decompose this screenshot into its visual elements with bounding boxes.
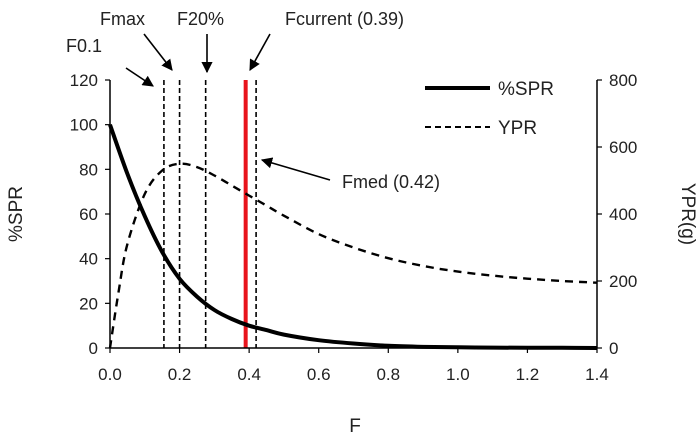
series-line-ypr xyxy=(108,162,598,349)
x-tick-label: 0.0 xyxy=(98,365,122,384)
series-line-spr xyxy=(108,124,598,350)
x-axis-title: F xyxy=(349,416,361,437)
legend-label-spr: %SPR xyxy=(498,79,554,100)
y-right-tick-label: 800 xyxy=(609,71,637,90)
x-tick-label: 1.0 xyxy=(446,365,470,384)
y-axis-left-title: %SPR xyxy=(6,186,27,242)
reference-lines xyxy=(163,80,257,348)
y-right-tick-label: 400 xyxy=(609,205,637,224)
annotation-label-fcurrent: Fcurrent (0.39) xyxy=(285,9,404,29)
y-left-tick-label: 20 xyxy=(79,294,98,313)
x-tick-label: 0.2 xyxy=(168,365,192,384)
annotation-arrow-fmed xyxy=(260,157,331,181)
series-layer xyxy=(108,124,598,350)
x-tick-label: 0.6 xyxy=(307,365,331,384)
y-left-tick-label: 0 xyxy=(89,339,98,358)
y-axis-right-title: YPR(g) xyxy=(677,183,696,245)
y-left-tick-label: 80 xyxy=(79,160,98,179)
y-left-tick-label: 120 xyxy=(70,71,98,90)
x-tick-label: 0.8 xyxy=(376,365,400,384)
y-left-tick-label: 100 xyxy=(70,116,98,135)
y-right-tick-label: 600 xyxy=(609,138,637,157)
annotation-label-f01: F0.1 xyxy=(66,36,102,56)
x-tick-label: 1.2 xyxy=(516,365,540,384)
y-left-tick-label: 60 xyxy=(79,205,98,224)
legend: %SPR YPR xyxy=(425,79,554,139)
annotation-label-fmax: Fmax xyxy=(100,9,145,29)
annotation-label-f20: F20% xyxy=(177,9,224,29)
legend-label-ypr: YPR xyxy=(498,118,537,139)
annotation-arrow-fmax xyxy=(143,33,173,71)
ticks-layer: 0.0 0.2 0.4 0.6 0.8 1.0 1.2 1.40204060801001200… xyxy=(70,71,638,384)
x-tick-label: 1.4 xyxy=(585,365,609,384)
y-right-tick-label: 0 xyxy=(609,339,618,358)
annotation-arrow-f01 xyxy=(125,67,154,87)
annotations: F0.1 Fmax F20% Fcurrent (0.39) Fmed (0.42) xyxy=(66,9,440,192)
annotation-label-fmed: Fmed (0.42) xyxy=(342,172,440,192)
annotation-arrow-fcurrent xyxy=(249,33,271,71)
x-tick-label: 0.4 xyxy=(237,365,261,384)
y-left-tick-label: 40 xyxy=(79,250,98,269)
y-right-tick-label: 200 xyxy=(609,272,637,291)
